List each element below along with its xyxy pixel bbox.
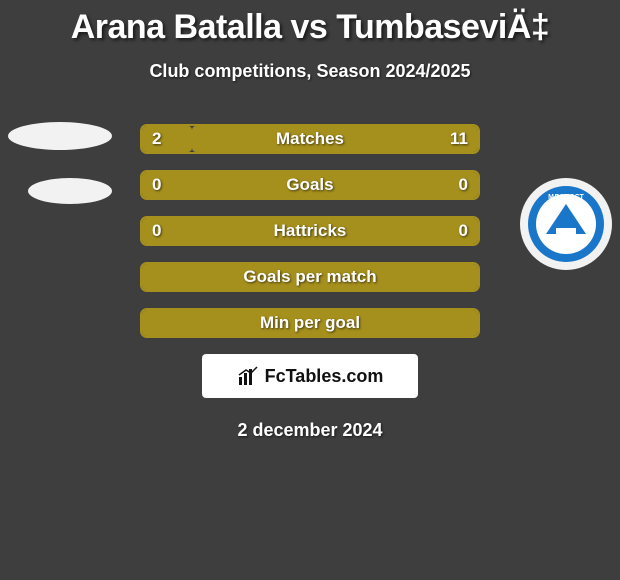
stat-value-left: 2 <box>152 129 172 149</box>
stat-row: 0 Hattricks 0 <box>140 216 480 246</box>
stat-value-right: 0 <box>448 175 468 195</box>
stat-label: Matches <box>276 129 344 149</box>
stat-label: Min per goal <box>260 313 360 333</box>
logo-text: FcTables.com <box>265 366 384 387</box>
stat-value-right: 11 <box>448 129 468 149</box>
stat-value-right: 0 <box>448 221 468 241</box>
stat-label: Hattricks <box>274 221 347 241</box>
stats-area: 2 Matches 11 0 Goals 0 0 Hattricks 0 Goals per ma… <box>0 124 620 338</box>
stat-value-left: 0 <box>152 221 172 241</box>
stat-row: Min per goal <box>140 308 480 338</box>
date-text: 2 december 2024 <box>0 420 620 441</box>
stat-row: Goals per match <box>140 262 480 292</box>
subtitle: Club competitions, Season 2024/2025 <box>0 61 620 82</box>
fctables-logo[interactable]: FcTables.com <box>202 354 418 398</box>
page-title: Arana Batalla vs TumbaseviÄ‡ <box>0 8 620 47</box>
stat-label: Goals <box>286 175 333 195</box>
stat-row: 2 Matches 11 <box>140 124 480 154</box>
stat-row: 0 Goals 0 <box>140 170 480 200</box>
stat-value-left: 0 <box>152 175 172 195</box>
stat-label: Goals per match <box>243 267 376 287</box>
chart-icon <box>237 365 259 387</box>
